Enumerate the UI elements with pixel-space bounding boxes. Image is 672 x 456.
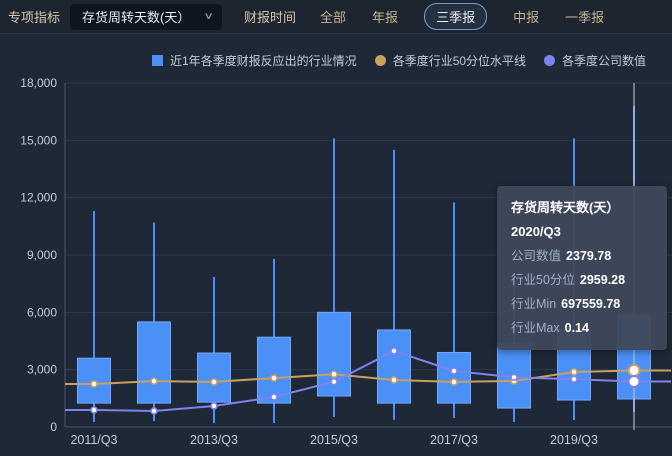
industry-median-line[interactable] (65, 369, 671, 385)
circle-marker-icon (374, 55, 386, 66)
company-point[interactable] (330, 377, 338, 386)
metric-indicator-label: 专项指标 (8, 10, 61, 25)
tab-annual[interactable]: 年报 (372, 10, 399, 25)
company-point[interactable] (270, 393, 278, 401)
highlighted-median-point[interactable] (627, 363, 641, 377)
tooltip-row-label: 行业Max (511, 321, 560, 335)
legend-item-industry-median[interactable]: 各季度行业50分位水平线 (374, 52, 527, 69)
y-axis-label: 15,000 (20, 133, 57, 147)
company-value-line[interactable] (65, 349, 671, 412)
tooltip-row-company: 公司数值 2379.78 (511, 244, 653, 268)
header-bar: 专项指标 存货周转天数(天） ∨ 财报时间 全部 年报 三季报 中报 一季报 (0, 0, 672, 34)
y-axis-label: 6,000 (27, 305, 57, 319)
period-tabs: 全部 年报 三季报 中报 一季报 (320, 3, 604, 30)
metric-dropdown[interactable]: 存货周转天数(天） ∨ (70, 3, 223, 30)
x-axis-label: 2013/Q3 (190, 433, 238, 447)
x-axis-label: 2019/Q3 (550, 433, 598, 447)
legend-item-company-value[interactable]: 各季度公司数值 (544, 52, 646, 69)
tooltip-row-median: 行业50分位 2959.28 (511, 268, 653, 292)
company-point[interactable] (510, 373, 518, 382)
chart-legend: 近1年各季度财报反应出的行业情况 各季度行业50分位水平线 各季度公司数值 (152, 52, 646, 69)
median-point[interactable] (330, 370, 338, 379)
report-period-label: 财报时间 (244, 10, 297, 25)
box-rect[interactable] (137, 321, 171, 404)
company-point[interactable] (90, 406, 98, 414)
chart-tooltip: 存货周转天数(天） 2020/Q3 公司数值 2379.78 行业50分位 2959… (497, 186, 667, 350)
tooltip-row-label: 行业Min (511, 297, 557, 311)
company-point[interactable] (450, 367, 458, 375)
tooltip-row-value: 2379.78 (566, 249, 612, 263)
highlighted-company-point[interactable] (627, 375, 641, 389)
company-point[interactable] (210, 402, 218, 410)
circle-marker-icon (544, 55, 556, 66)
legend-label: 各季度公司数值 (562, 54, 647, 68)
tooltip-row-label: 行业50分位 (511, 273, 575, 287)
median-point[interactable] (210, 378, 218, 386)
legend-label: 近1年各季度财报反应出的行业情况 (170, 54, 357, 68)
tooltip-title: 存货周转天数(天） (511, 200, 620, 215)
legend-item-industry-box[interactable]: 近1年各季度财报反应出的行业情况 (152, 52, 357, 69)
box-rect[interactable] (197, 352, 231, 403)
y-axis-label: 18,000 (20, 76, 57, 90)
box-rect[interactable] (257, 336, 291, 404)
y-axis-label: 3,000 (27, 363, 57, 377)
chevron-down-icon: ∨ (203, 11, 214, 22)
tooltip-row-value: 2959.28 (579, 273, 626, 287)
tooltip-row-value: 0.14 (564, 321, 589, 335)
tab-interim[interactable]: 中报 (513, 10, 540, 25)
box-rect[interactable] (437, 351, 471, 404)
y-axis-label: 9,000 (27, 248, 57, 262)
legend-label: 各季度行业50分位水平线 (392, 54, 527, 68)
median-point[interactable] (270, 374, 278, 382)
tooltip-row-value: 697559.78 (561, 297, 621, 311)
x-axis-label: 2011/Q3 (70, 433, 117, 447)
company-point[interactable] (150, 407, 158, 415)
median-point[interactable] (390, 376, 398, 384)
median-point[interactable] (450, 378, 458, 386)
tab-all[interactable]: 全部 (320, 10, 347, 25)
tooltip-row-label: 公司数值 (511, 249, 562, 263)
square-marker-icon (152, 55, 163, 66)
tooltip-row-max: 行业Max 0.14 (511, 316, 653, 340)
y-axis-label: 12,000 (20, 191, 57, 205)
metric-dropdown-value: 存货周转天数(天） (82, 10, 191, 25)
x-axis-label: 2015/Q3 (310, 433, 358, 447)
tab-q3-report[interactable]: 三季报 (424, 3, 488, 30)
box-rect[interactable] (377, 329, 411, 404)
median-point[interactable] (570, 368, 578, 376)
company-point[interactable] (390, 347, 398, 355)
x-axis-label: 2017/Q3 (430, 433, 478, 447)
tooltip-row-min: 行业Min 697559.78 (511, 292, 653, 316)
median-point[interactable] (150, 377, 158, 385)
tab-q1-report[interactable]: 一季报 (565, 10, 605, 25)
y-axis-label: 0 (50, 420, 57, 434)
median-point[interactable] (90, 380, 98, 388)
tooltip-period: 2020/Q3 (511, 224, 561, 239)
company-point[interactable] (570, 375, 578, 384)
